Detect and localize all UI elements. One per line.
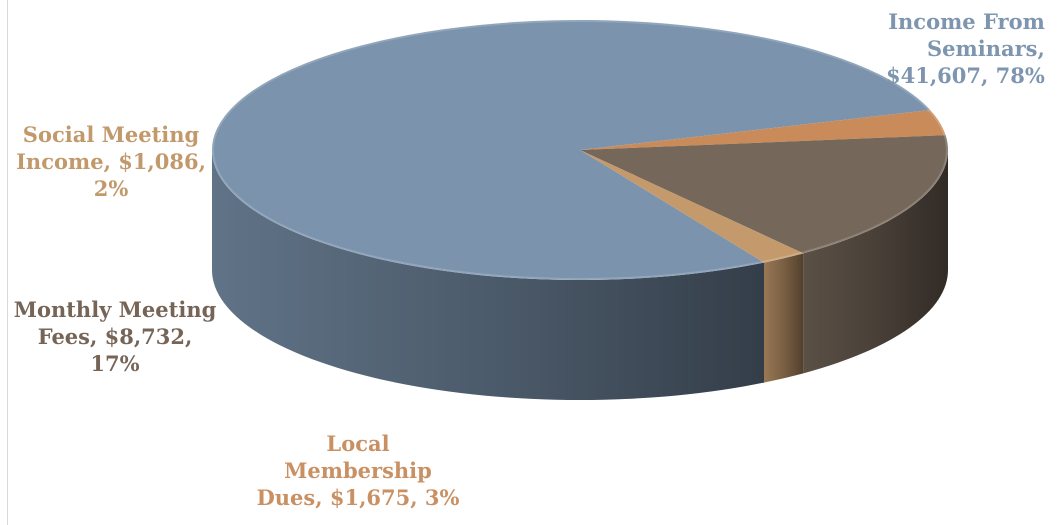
pie-slice-social-meeting-income (580, 150, 804, 263)
chart-frame-edge (7, 0, 8, 525)
pie-side-social-meeting-income (764, 253, 804, 383)
pie-side-income-from-seminars (212, 150, 764, 400)
pie-top-faces (212, 20, 948, 281)
slice-label-income-from-seminars: Income From Seminars, $41,607, 78% (886, 9, 1045, 88)
pie-side-walls (212, 150, 948, 400)
slice-label-local-membership-dues: Local Membership Dues, $1,675, 3% (256, 431, 460, 510)
pie-rim-highlight (212, 20, 948, 280)
pie-slice-income-from-seminars (212, 20, 931, 281)
pie-side-monthly-meeting-fees (803, 150, 948, 374)
pie-slice-local-membership-dues (580, 110, 946, 150)
slice-label-monthly-meeting-fees: Monthly Meeting Fees, $8,732, 17% (13, 297, 217, 376)
pie-slice-monthly-meeting-fees (580, 135, 948, 254)
slice-label-social-meeting-income: Social Meeting Income, $1,086, 2% (16, 122, 206, 201)
